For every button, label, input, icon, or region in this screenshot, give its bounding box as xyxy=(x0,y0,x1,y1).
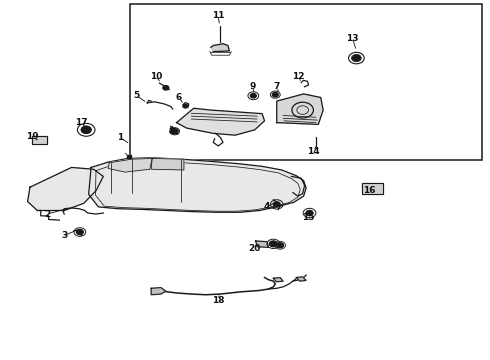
Polygon shape xyxy=(89,158,306,212)
Polygon shape xyxy=(277,94,323,125)
Polygon shape xyxy=(211,44,229,51)
Text: 19: 19 xyxy=(26,132,39,141)
Circle shape xyxy=(306,211,313,216)
Polygon shape xyxy=(176,108,265,135)
Circle shape xyxy=(76,229,83,234)
Circle shape xyxy=(277,243,284,248)
Polygon shape xyxy=(27,167,103,211)
Text: 5: 5 xyxy=(133,91,140,100)
Bar xyxy=(362,183,383,194)
Circle shape xyxy=(163,86,169,90)
Text: 11: 11 xyxy=(212,10,224,19)
Polygon shape xyxy=(108,158,152,172)
Circle shape xyxy=(272,93,278,97)
Circle shape xyxy=(171,129,178,134)
Circle shape xyxy=(81,126,91,134)
Text: 18: 18 xyxy=(212,296,224,305)
Text: 10: 10 xyxy=(150,72,162,81)
Text: 15: 15 xyxy=(302,213,315,222)
Text: 3: 3 xyxy=(61,231,67,240)
Polygon shape xyxy=(296,277,306,281)
Bar xyxy=(32,136,47,144)
Circle shape xyxy=(183,104,188,108)
Text: 6: 6 xyxy=(176,93,182,102)
Bar xyxy=(362,183,383,194)
Text: 20: 20 xyxy=(248,244,261,253)
Polygon shape xyxy=(151,288,166,295)
Circle shape xyxy=(352,55,360,61)
Bar xyxy=(127,155,131,158)
Circle shape xyxy=(250,94,256,98)
Text: 7: 7 xyxy=(273,82,280,91)
Text: 1: 1 xyxy=(117,133,123,142)
Bar xyxy=(32,136,47,144)
Text: 2: 2 xyxy=(44,210,50,219)
Circle shape xyxy=(273,202,280,207)
Polygon shape xyxy=(151,158,184,170)
Text: 12: 12 xyxy=(293,72,305,81)
Circle shape xyxy=(270,241,277,247)
Text: 13: 13 xyxy=(346,34,359,43)
Text: 17: 17 xyxy=(75,118,88,127)
Text: 4: 4 xyxy=(264,202,270,211)
Text: 14: 14 xyxy=(307,147,319,156)
Text: 9: 9 xyxy=(249,82,255,91)
Polygon shape xyxy=(273,278,283,282)
Bar xyxy=(130,4,482,160)
Polygon shape xyxy=(256,241,269,247)
Text: 16: 16 xyxy=(364,186,376,195)
Text: 8: 8 xyxy=(169,127,175,136)
